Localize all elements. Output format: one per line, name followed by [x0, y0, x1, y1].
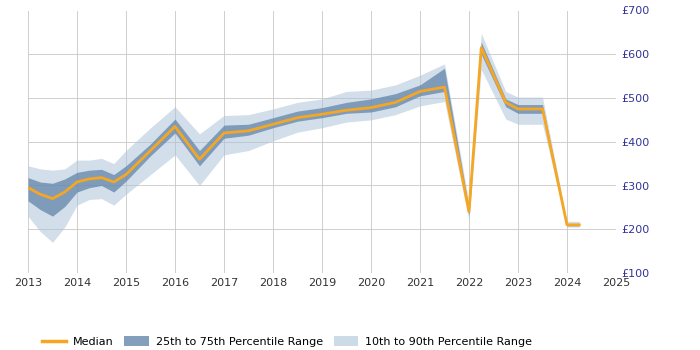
- Legend: Median, 25th to 75th Percentile Range, 10th to 90th Percentile Range: Median, 25th to 75th Percentile Range, 1…: [37, 332, 536, 350]
